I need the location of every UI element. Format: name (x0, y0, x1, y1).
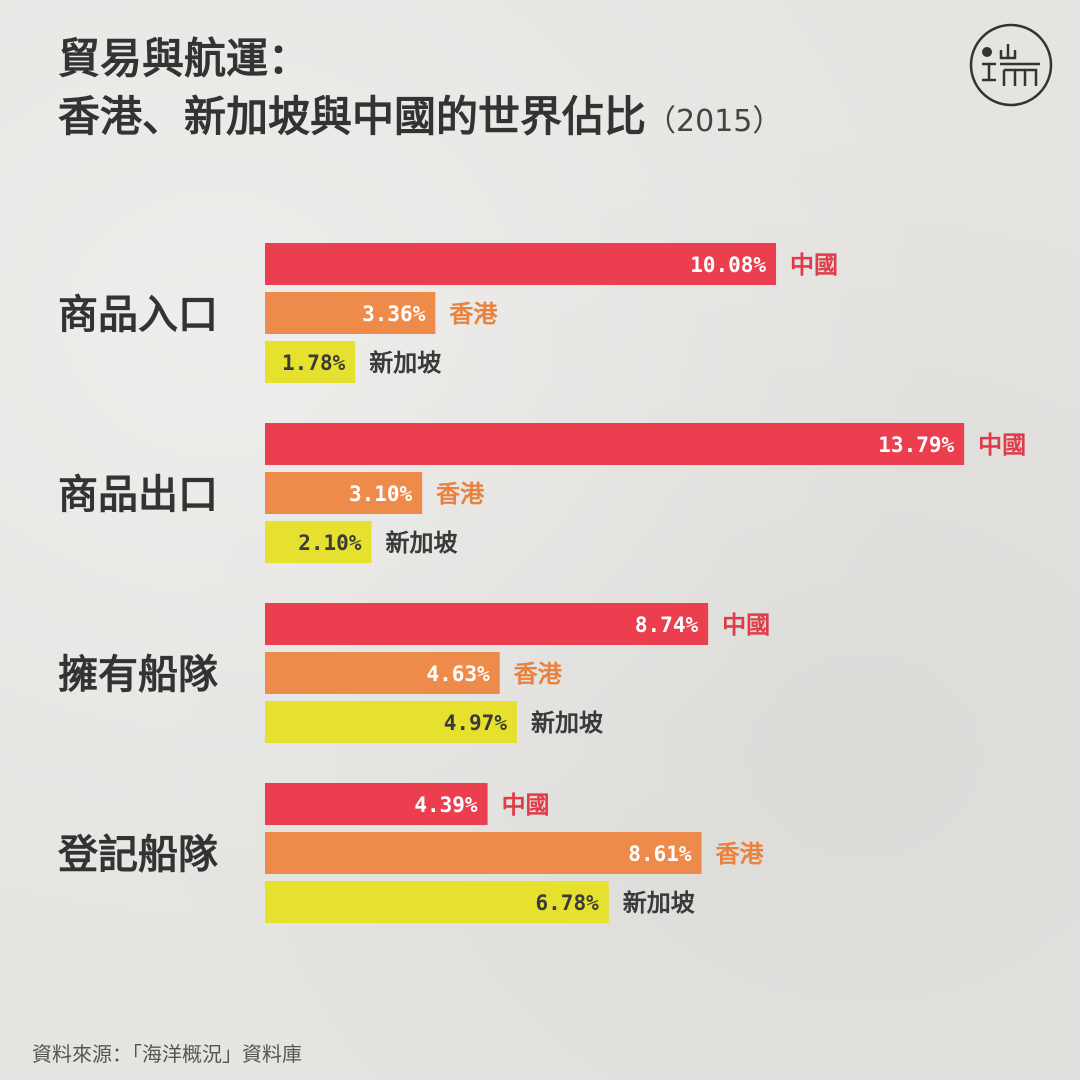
title-year: （2015） (646, 104, 783, 139)
category-label: 登記船隊 (57, 832, 218, 878)
data-label: 10.08% (690, 253, 766, 277)
bar-hongkong (265, 832, 702, 874)
title-line-1: 貿易與航運： (58, 34, 311, 83)
logo-icon (969, 23, 1053, 107)
data-label: 2.10% (298, 531, 362, 555)
series-label-china: 中國 (502, 791, 550, 819)
series-label-china: 中國 (978, 431, 1026, 459)
data-label: 3.10% (349, 482, 413, 506)
bar-china (265, 783, 488, 825)
bar-china (265, 423, 965, 465)
data-label: 6.78% (536, 891, 600, 915)
bar-china (265, 243, 777, 285)
series-label-singapore: 新加坡 (623, 889, 695, 917)
category-label: 商品出口 (58, 472, 218, 518)
bar-hongkong (265, 292, 436, 334)
data-label: 8.61% (628, 842, 692, 866)
data-label: 13.79% (878, 433, 954, 457)
data-label: 8.74% (635, 613, 699, 637)
data-label: 4.39% (414, 793, 478, 817)
series-label-china: 中國 (722, 611, 770, 639)
series-label-singapore: 新加坡 (369, 349, 441, 377)
bar-singapore (265, 881, 609, 923)
category-label: 商品入口 (58, 292, 218, 338)
source-note: 資料來源：「海洋概況」資料庫 (32, 1042, 302, 1066)
bar-singapore (265, 521, 372, 563)
series-label-hongkong: 香港 (436, 480, 485, 508)
data-label: 4.63% (427, 662, 491, 686)
series-label-singapore: 新加坡 (531, 709, 603, 737)
bar-hongkong (265, 472, 423, 514)
data-label: 4.97% (444, 711, 508, 735)
series-label-hongkong: 香港 (449, 300, 498, 328)
series-label-singapore: 新加坡 (385, 529, 457, 557)
bar-singapore (265, 701, 517, 743)
data-label: 3.36% (362, 302, 426, 326)
series-label-china: 中國 (790, 251, 838, 279)
series-label-hongkong: 香港 (716, 840, 765, 868)
category-label: 擁有船隊 (58, 652, 218, 698)
bar-hongkong (265, 652, 500, 694)
title-line-2: 香港、新加坡與中國的世界佔比 (58, 92, 647, 141)
bar-singapore (265, 341, 356, 383)
series-label-hongkong: 香港 (514, 660, 563, 688)
bar-china (265, 603, 709, 645)
chart-title: 貿易與航運： 香港、新加坡與中國的世界佔比（2015） (58, 30, 782, 151)
data-label: 1.78% (282, 351, 346, 375)
